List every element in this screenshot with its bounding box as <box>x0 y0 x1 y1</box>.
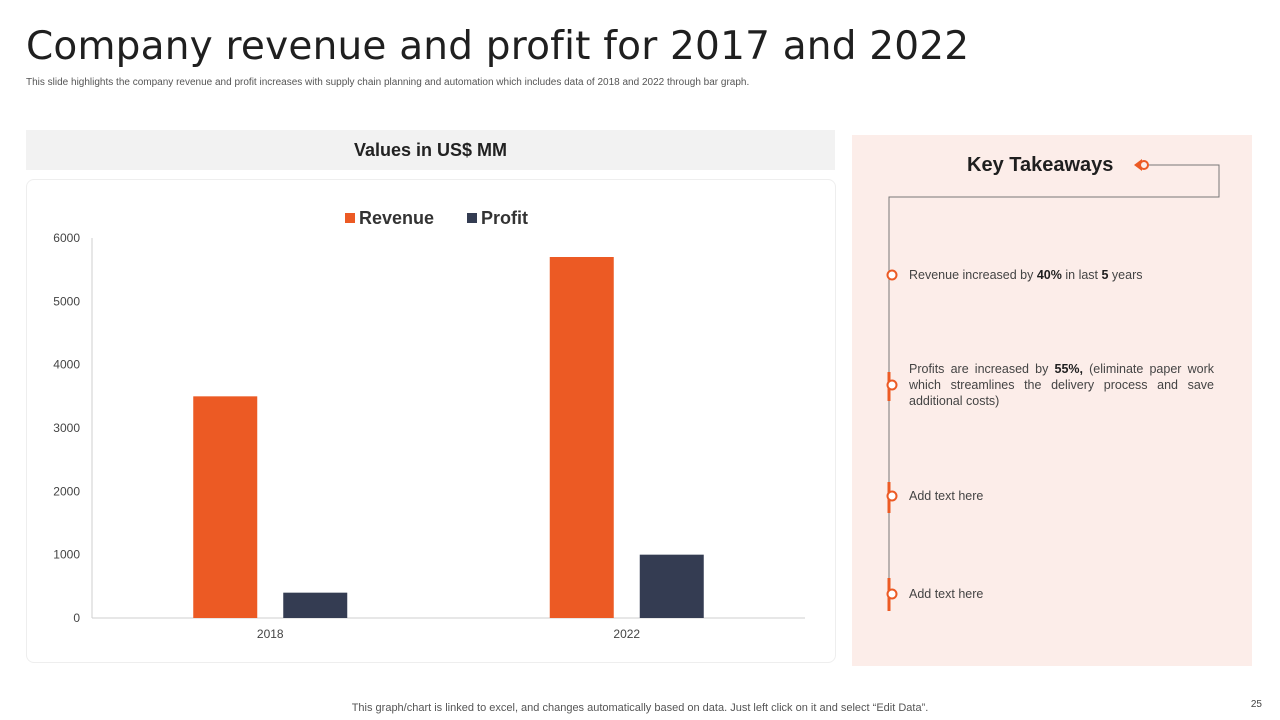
bar-revenue-2018[interactable] <box>193 396 258 618</box>
takeaway-text: (eliminate paper work which streamlines … <box>909 362 1214 408</box>
title-marker-icon <box>1134 159 1149 171</box>
bar-revenue-2022[interactable] <box>549 257 614 618</box>
timeline-marker-icon <box>886 269 898 281</box>
takeaway-text: years <box>1108 268 1143 282</box>
y-tick-label: 1000 <box>53 548 80 562</box>
takeaway-item[interactable]: Add text here <box>909 587 984 601</box>
legend-swatch-revenue <box>345 213 355 223</box>
takeaway-highlight: 55%, <box>1054 362 1084 376</box>
takeaway-item[interactable]: Add text here <box>909 489 984 503</box>
takeaway-highlight: 40% <box>1036 268 1062 282</box>
y-tick-label: 6000 <box>53 231 80 245</box>
values-header: Values in US$ MM <box>26 130 835 170</box>
bar-profit-2018[interactable] <box>283 592 348 618</box>
takeaway-text: Profits are increased by <box>909 362 1055 376</box>
timeline-marker-icon <box>886 372 898 401</box>
legend-swatch-profit <box>467 213 477 223</box>
y-tick-label: 0 <box>73 611 80 625</box>
y-tick-label: 2000 <box>53 484 80 498</box>
takeaway-highlight: 5 <box>1101 268 1109 282</box>
key-takeaways-title: Key Takeaways <box>967 154 1114 176</box>
y-tick-label: 3000 <box>53 421 80 435</box>
timeline-graphic <box>886 159 1220 611</box>
x-tick-label: 2018 <box>257 627 284 641</box>
takeaway-item[interactable]: Profits are increased by 55%, (eliminate… <box>909 361 1214 409</box>
slide-subtitle: This slide highlights the company revenu… <box>26 77 750 88</box>
bar-chart[interactable]: 0 1000 2000 3000 4000 5000 6000 2018 2022 Revenue… <box>27 180 835 662</box>
page-number: 25 <box>1250 699 1262 710</box>
footer-note: This graph/chart is linked to excel, and… <box>351 702 929 714</box>
y-tick-label: 5000 <box>53 294 80 308</box>
bar-profit-2022[interactable] <box>639 554 704 618</box>
takeaway-item[interactable]: Revenue increased by 40% in last 5 years <box>909 267 1214 283</box>
x-tick-label: 2022 <box>613 627 640 641</box>
legend-label-profit[interactable]: Profit <box>481 208 528 228</box>
key-takeaways-panel: Key Takeaways Revenue increased by 40% i… <box>852 135 1252 666</box>
legend-label-revenue[interactable]: Revenue <box>359 208 434 228</box>
slide-title: Company revenue and profit for 2017 and … <box>26 24 970 69</box>
timeline-marker-icon <box>886 482 898 513</box>
y-tick-label: 4000 <box>53 358 80 372</box>
takeaway-text: Revenue increased by <box>909 268 1037 282</box>
chart-container[interactable]: 0 1000 2000 3000 4000 5000 6000 2018 2022 Revenue… <box>26 179 836 663</box>
timeline-marker-icon <box>886 578 898 611</box>
takeaway-text: in last <box>1061 268 1102 282</box>
